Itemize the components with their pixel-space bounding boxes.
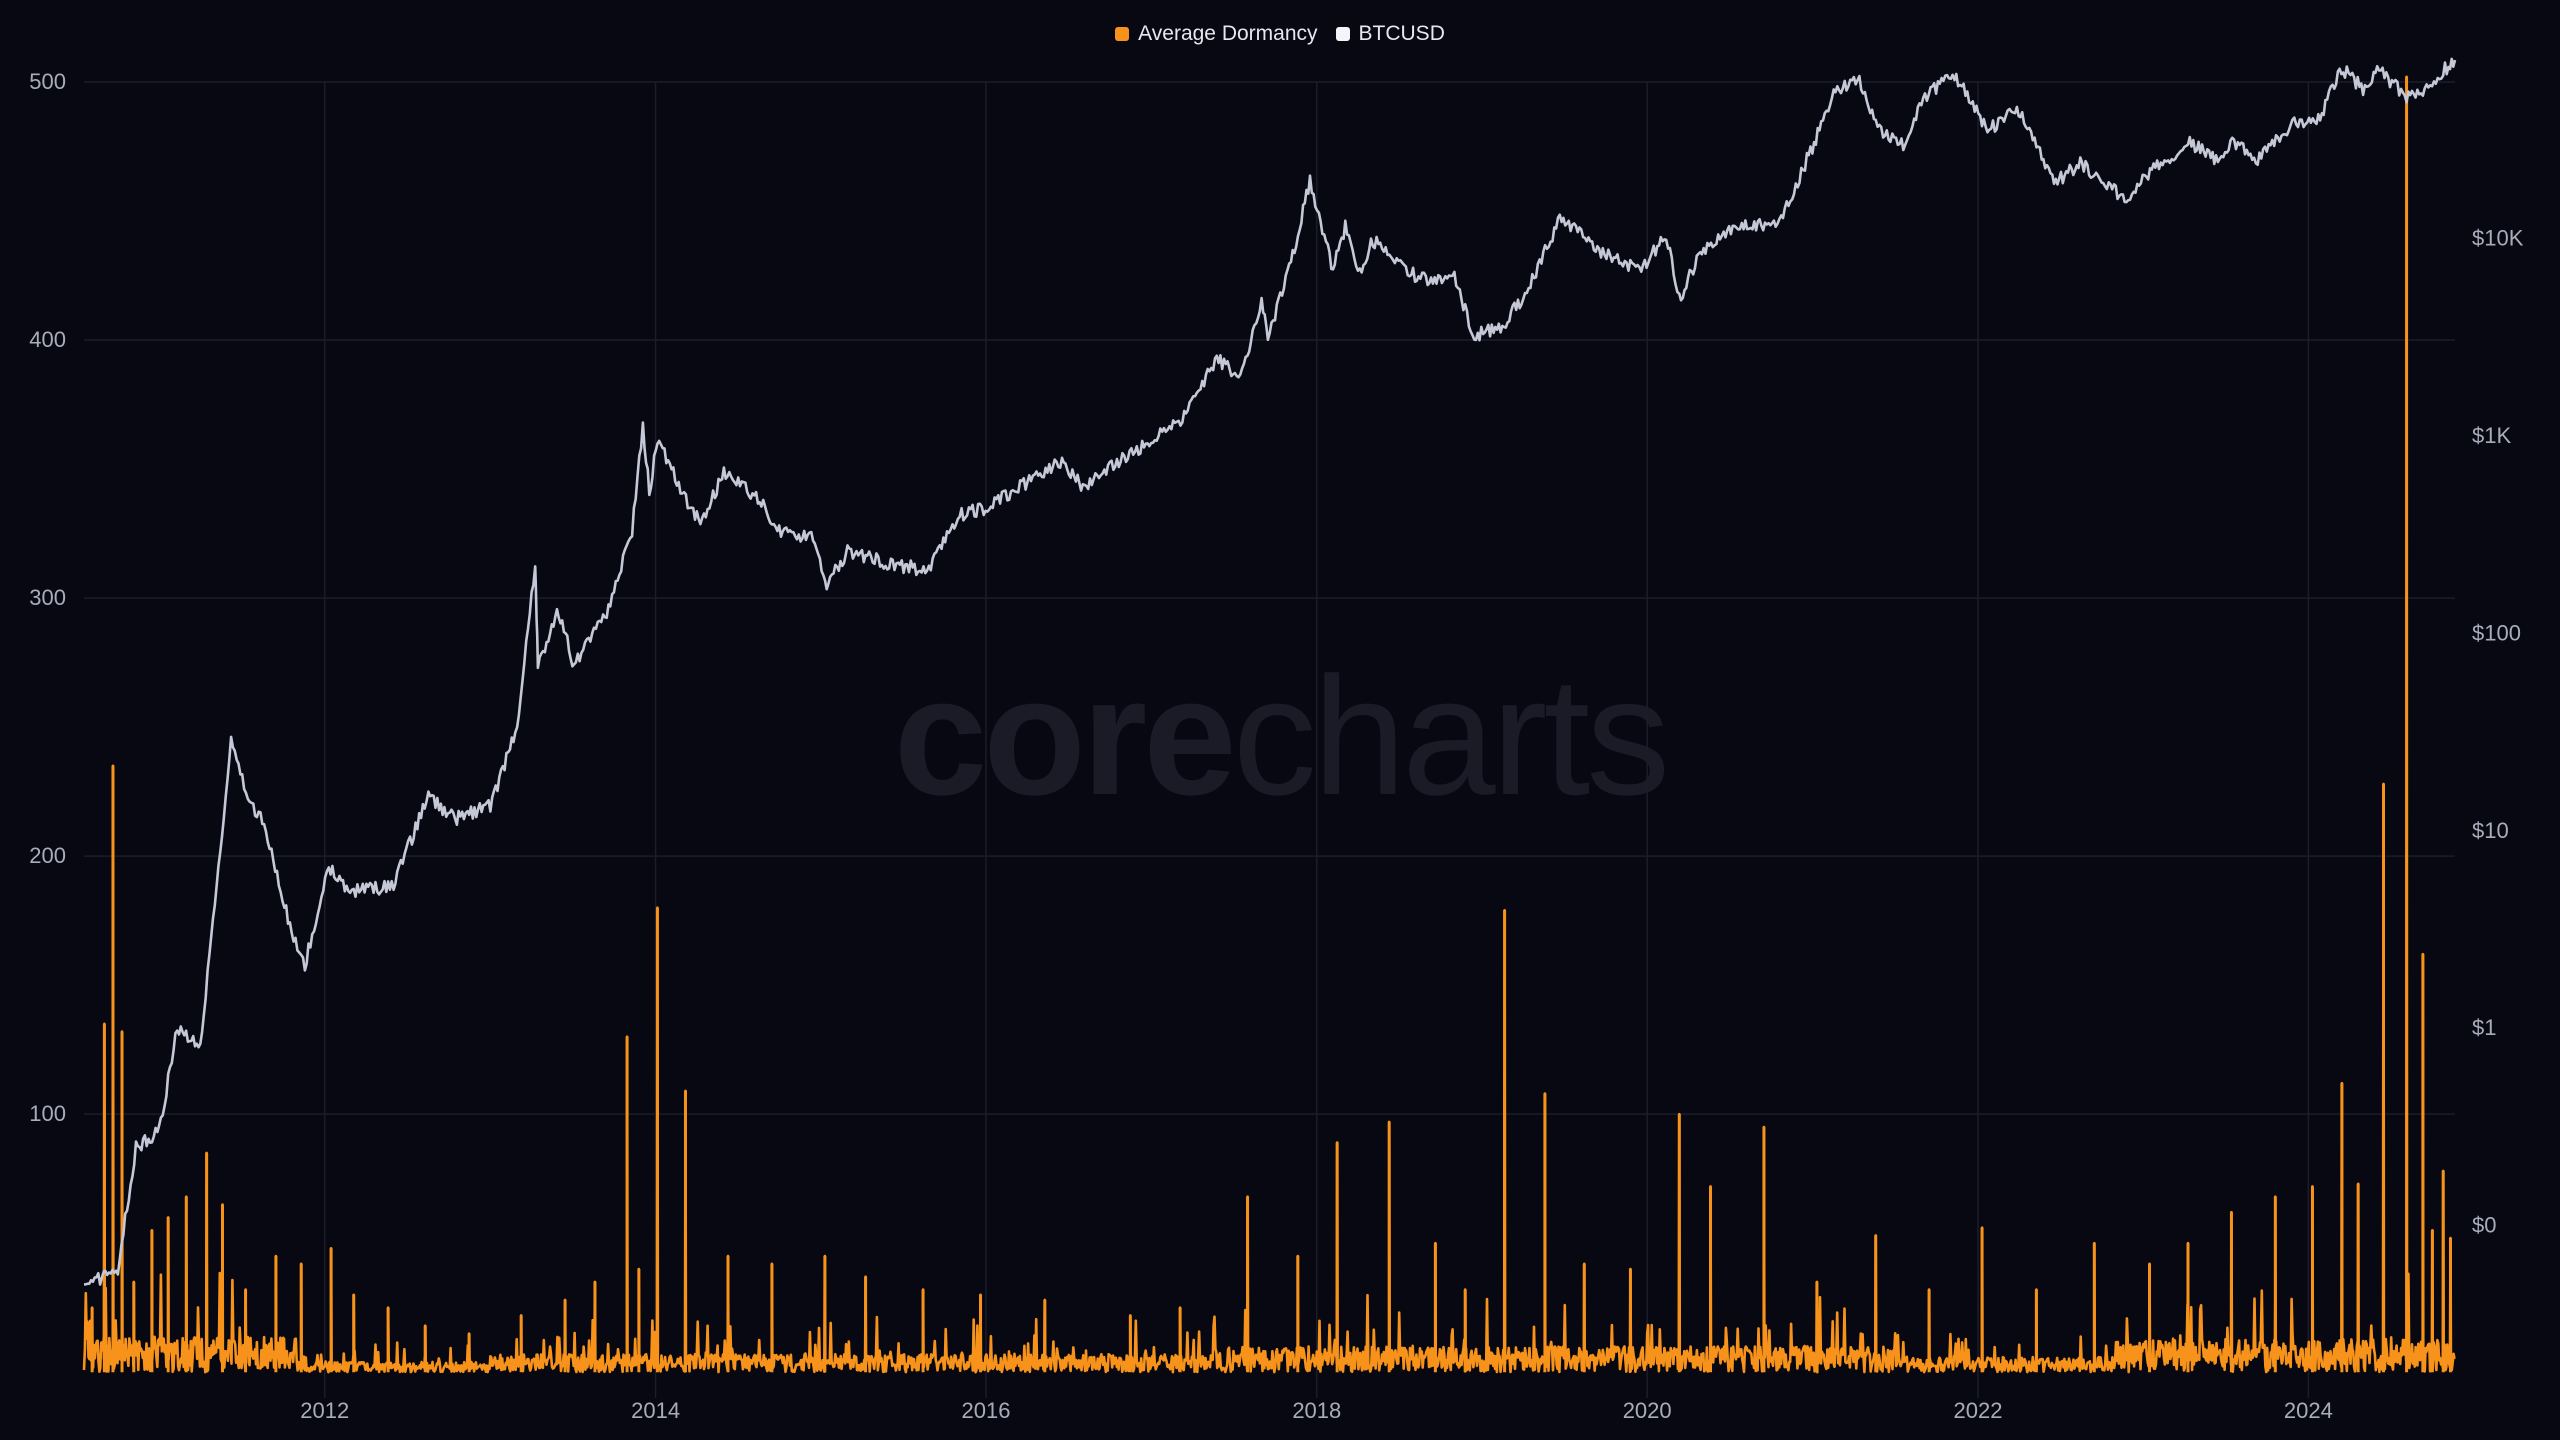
right-tick-label: $10K: [2472, 225, 2524, 250]
left-tick-label: 400: [29, 327, 66, 352]
left-tick-label: 100: [29, 1101, 66, 1126]
legend-swatch-dormancy: [1115, 27, 1130, 41]
left-tick-label: 300: [29, 585, 66, 610]
left-tick-label: 200: [29, 843, 66, 868]
series-average-dormancy: [82, 75, 2456, 1374]
right-tick-label: $100: [2472, 620, 2521, 645]
right-tick-label: $0: [2472, 1213, 2496, 1238]
grid-layer: [84, 81, 2455, 1398]
right-tick-label: $10: [2472, 818, 2509, 843]
series-layer: [82, 57, 2457, 1374]
x-tick-label: 2022: [1954, 1398, 2003, 1423]
right-axis: $0 $1 $10 $100 $1K $10K: [2472, 225, 2524, 1237]
x-tick-label: 2012: [300, 1398, 349, 1423]
left-axis: 100 200 300 400 500: [29, 69, 66, 1126]
x-tick-label: 2014: [631, 1398, 680, 1423]
legend-swatch-btcusd: [1335, 27, 1350, 41]
left-tick-label: 500: [29, 69, 66, 94]
x-tick-label: 2024: [2284, 1398, 2333, 1423]
x-axis: 2012 2014 2016 2018 2020 2022 2024: [300, 1398, 2333, 1423]
right-tick-label: $1K: [2472, 423, 2511, 448]
legend-item-btcusd[interactable]: BTCUSD: [1335, 22, 1445, 46]
legend-label-btcusd: BTCUSD: [1358, 22, 1445, 45]
x-tick-label: 2020: [1623, 1398, 1672, 1423]
legend-item-average-dormancy[interactable]: Average Dormancy: [1115, 22, 1318, 46]
legend: Average Dormancy BTCUSD: [0, 22, 2560, 46]
series-btcusd: [83, 57, 2457, 1286]
legend-label-dormancy: Average Dormancy: [1138, 22, 1318, 45]
x-tick-label: 2018: [1292, 1398, 1341, 1423]
right-tick-label: $1: [2472, 1015, 2496, 1040]
x-tick-label: 2016: [961, 1398, 1010, 1423]
